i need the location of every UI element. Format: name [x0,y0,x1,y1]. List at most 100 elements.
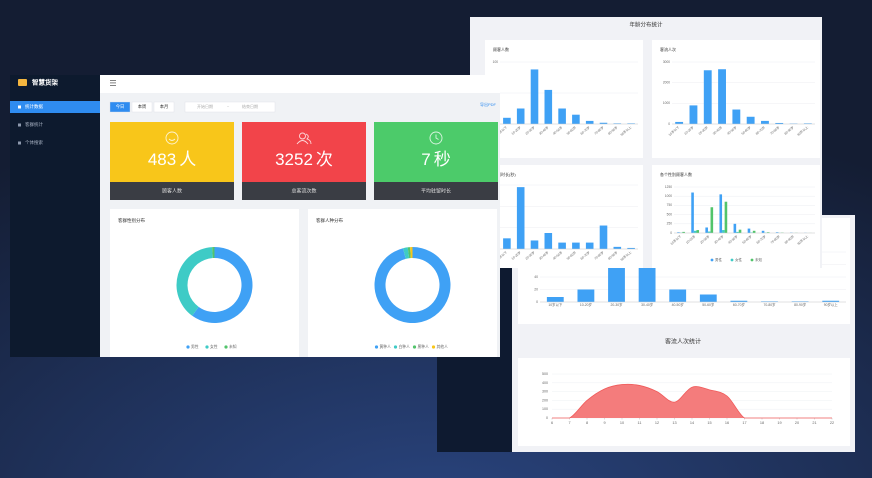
x-tick-label: 6 [551,421,553,425]
x-tick-label: 30-40岁 [538,125,550,136]
legend-label: 男性 [715,257,723,262]
bar [693,230,697,233]
bar [608,258,625,302]
menu-item[interactable]: 个体搜索 [25,139,43,146]
y-tick-label: 500 [667,212,673,216]
export-link[interactable]: 导出PDF [480,101,497,107]
x-tick-label: 17 [742,421,746,425]
menu-toggle[interactable] [110,80,116,81]
legend-label: 黄种人 [380,344,392,349]
x-tick-label: 30-40岁 [538,250,550,261]
bar [699,294,717,302]
date-range[interactable] [184,101,276,113]
x-tick-label: 50-60岁 [565,250,577,261]
bar [761,120,769,124]
x-tick-label: 10-20岁 [580,302,592,307]
tab-label[interactable]: 本月 [160,103,169,110]
tab[interactable] [153,101,175,113]
bar [747,228,751,233]
date-sep: ~ [227,104,230,109]
bar [613,123,622,124]
x-tick-label: 12 [655,421,659,425]
tab-label[interactable]: 本周 [138,103,147,110]
bar [677,232,680,233]
bar [746,116,755,124]
bar [613,246,622,249]
stat-number: 483 [148,150,176,169]
bar [572,242,580,249]
y-tick-label: 1000 [665,194,672,198]
stat-value: 483 人 [148,150,196,169]
x-tick-label: 18 [760,421,764,425]
bar [718,69,726,124]
bar [738,229,742,233]
y-tick-label: 1000 [663,101,670,105]
panel [652,40,820,158]
y-tick-label: 0 [536,300,538,304]
panel [652,165,820,268]
stat-label: 平均驻留时长 [421,187,451,194]
logo-icon [18,79,27,86]
bar [730,300,748,302]
x-tick-label: 80-90岁 [794,302,806,307]
bar [546,297,564,302]
x-tick-label: 40-50岁 [726,125,738,136]
y-tick-label: 20 [534,287,538,291]
x-tick-label: 21 [812,421,816,425]
icon [165,131,179,145]
section-title: 客流人次统计 [665,338,701,346]
bar [736,231,739,233]
x-tick-label: 22 [830,421,834,425]
x-tick-label: 80-90岁 [607,125,619,136]
bar [707,231,711,233]
tab-label[interactable]: 今日 [116,103,125,110]
icon [168,138,176,141]
bar [775,122,784,124]
legend-swatch [750,258,754,262]
stat-card-footer [242,182,366,200]
menu-item[interactable]: 客群统计 [25,121,43,128]
bar [775,232,779,233]
bar [791,301,809,302]
legend-label: 未知 [229,344,237,349]
bar [705,227,708,233]
bar [516,187,525,249]
x-tick-label: 50-60岁 [741,234,753,245]
x-tick-label: 30-40岁 [713,234,725,245]
menu-active [10,101,100,113]
bar [822,300,840,302]
menu-item[interactable]: 统计数据 [25,103,43,110]
tab[interactable] [109,101,131,113]
bar [599,225,608,249]
legend-swatch [431,345,436,349]
x-tick-label: 13 [672,421,676,425]
bar [544,233,553,249]
legend-swatch [710,258,714,262]
bar [599,122,608,124]
x-tick-label: 40-50岁 [551,250,563,261]
x-tick-label: 70-80岁 [593,250,605,261]
x-tick-label: 80-90岁 [783,234,795,245]
x-tick-label: 20 [795,421,799,425]
age-screenshot: 年龄分布统计顾客人数05010010岁以下10-20岁20-30岁30-40岁4… [470,17,822,268]
y-tick-label: 250 [667,222,673,226]
y-tick-label: 2000 [663,81,670,85]
menu-icon [18,105,21,109]
x-tick-label: 70-80岁 [763,302,775,307]
x-tick-label: 10 [620,421,624,425]
bar [732,109,741,124]
bar [750,232,753,233]
stat-label: 总客流次数 [291,187,316,194]
x-tick-label: 40-50岁 [551,125,563,136]
tab[interactable] [131,101,153,113]
x-tick-label: 20-30岁 [524,125,536,136]
bar [516,108,525,124]
stat-unit: 秒 [434,150,451,169]
legend-swatch [730,258,734,262]
legend-swatch [412,345,417,349]
x-tick-label: 10岁以下 [548,302,563,307]
y-tick-label: 100 [493,60,499,64]
date-end: 结束日期 [242,103,258,109]
x-tick-label: 40-50岁 [672,302,684,307]
